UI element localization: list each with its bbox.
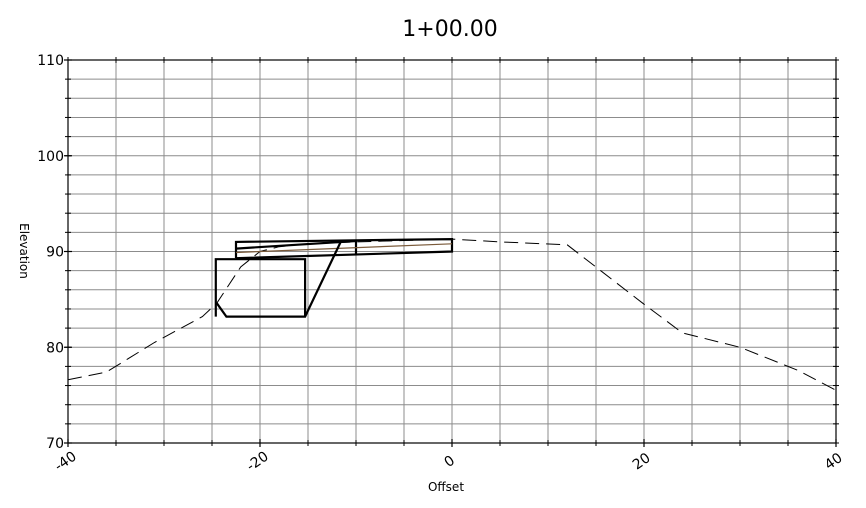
series-line-4 bbox=[235, 243, 453, 254]
series-line-2 bbox=[234, 237, 454, 260]
x-axis-label: Offset bbox=[428, 480, 464, 494]
series-line-6 bbox=[215, 239, 343, 318]
y-tick-label: 90 bbox=[46, 245, 64, 261]
y-tick-label: 70 bbox=[46, 436, 64, 452]
y-axis: 70 80 90 100 110 bbox=[37, 53, 839, 452]
series-line-1 bbox=[67, 238, 837, 391]
y-tick-label: 80 bbox=[46, 340, 64, 356]
series-layer bbox=[67, 237, 837, 391]
chart-title: 1+00.00 bbox=[402, 17, 497, 42]
series-line-7 bbox=[214, 258, 307, 317]
y-axis-label: Elevation bbox=[17, 223, 31, 279]
y-tick-label: 110 bbox=[37, 53, 64, 69]
y-tick-label: 100 bbox=[37, 149, 64, 165]
series-line-3 bbox=[235, 239, 358, 255]
